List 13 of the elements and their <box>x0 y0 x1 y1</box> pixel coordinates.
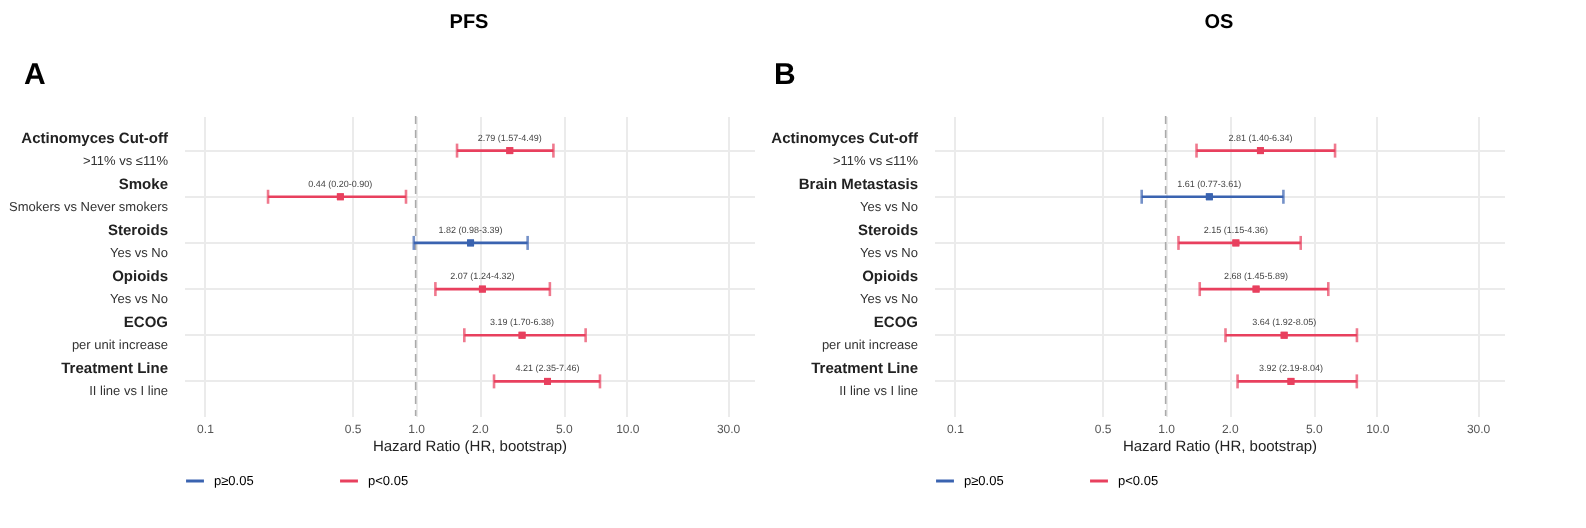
chart-title: OS <box>1204 12 1235 34</box>
point <box>1252 285 1260 293</box>
point <box>1232 239 1240 247</box>
text: A <box>24 58 46 92</box>
point <box>1280 331 1288 339</box>
chart-title: PFS <box>449 12 490 34</box>
point <box>506 147 514 155</box>
point <box>518 331 526 339</box>
point <box>478 285 486 293</box>
point <box>1287 377 1295 385</box>
point <box>1256 147 1264 155</box>
text: B <box>774 58 796 92</box>
point <box>467 239 475 247</box>
